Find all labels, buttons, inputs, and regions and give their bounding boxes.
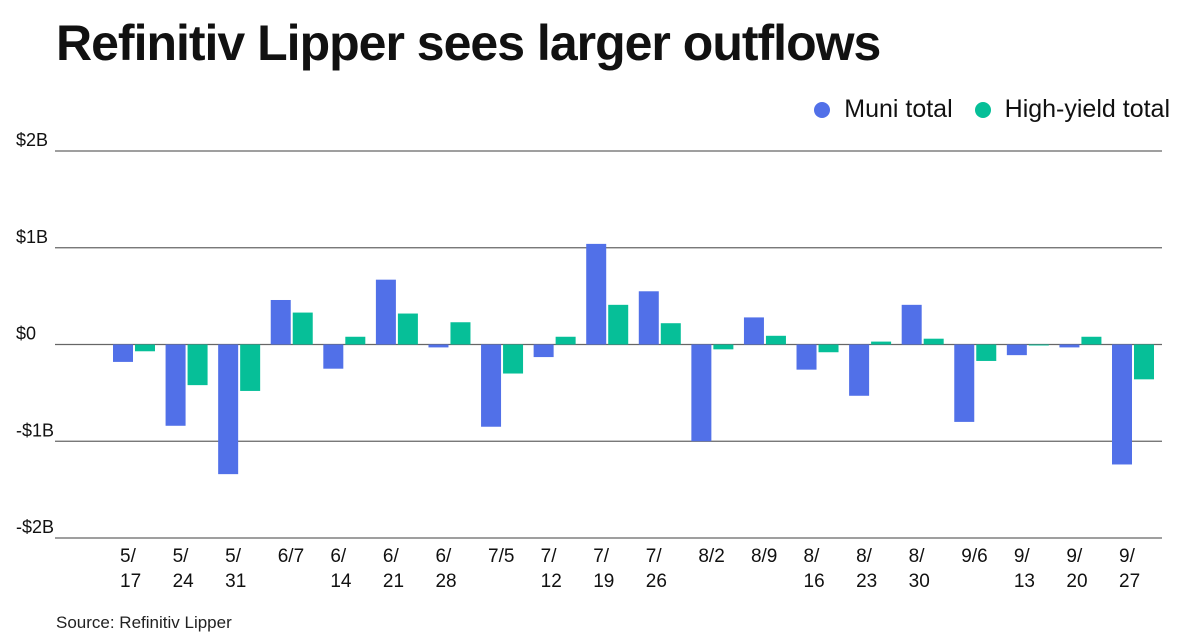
x-tick-label: 7/26: [646, 546, 667, 592]
chart-legend: Muni total High-yield total: [792, 95, 1170, 124]
x-tick-label: 8/16: [804, 546, 825, 592]
bar-muni: [270, 299, 291, 345]
bar-muni: [796, 344, 817, 370]
legend-item-muni: Muni total: [814, 95, 953, 124]
x-tick-label: 8/30: [909, 546, 930, 592]
bar-high-yield: [503, 344, 524, 374]
bars: [113, 243, 1154, 475]
bar-muni: [428, 344, 449, 348]
bar-muni: [533, 344, 554, 358]
x-tick-label: 7/12: [541, 546, 562, 592]
bar-high-yield: [871, 341, 892, 345]
legend-dot-muni-icon: [814, 101, 831, 118]
bar-high-yield: [660, 323, 681, 345]
bar-high-yield: [976, 344, 997, 361]
bar-muni: [901, 304, 922, 345]
legend-label-high-yield: High-yield total: [1004, 95, 1170, 123]
bar-high-yield: [923, 338, 944, 345]
y-tick-label: $0: [16, 324, 36, 344]
bar-muni: [1059, 344, 1080, 348]
x-tick-label: 6/28: [435, 546, 456, 592]
bar-muni: [691, 344, 712, 442]
x-tick-label: 9/13: [1014, 546, 1035, 592]
bar-muni: [218, 344, 239, 475]
bar-high-yield: [1081, 336, 1102, 345]
chart-title: Refinitiv Lipper sees larger outflows: [56, 15, 881, 71]
x-tick-label: 5/17: [120, 546, 141, 592]
legend-label-muni: Muni total: [844, 95, 953, 123]
y-tick-label: $2B: [16, 130, 48, 150]
x-tick-label: 7/5: [488, 546, 514, 567]
y-axis-ticks: $2B $1B $0 -$1B -$2B: [16, 130, 54, 537]
x-tick-label: 6/21: [383, 546, 404, 592]
bar-muni: [375, 279, 396, 345]
source-note: Source: Refinitiv Lipper: [56, 613, 232, 632]
bar-high-yield: [397, 313, 418, 345]
x-tick-label: 6/14: [330, 546, 352, 592]
bar-muni: [849, 344, 870, 396]
x-tick-label: 5/31: [225, 546, 246, 592]
bar-high-yield: [1134, 344, 1154, 380]
bar-high-yield: [713, 344, 734, 350]
bar-muni: [743, 317, 764, 345]
x-tick-label: 8/23: [856, 546, 877, 592]
x-tick-label: 8/2: [698, 546, 724, 567]
bar-high-yield: [450, 322, 471, 345]
bar-high-yield: [135, 344, 155, 352]
legend-item-high-yield: High-yield total: [974, 95, 1170, 124]
bar-muni: [1006, 344, 1027, 356]
bar-muni: [481, 344, 502, 427]
bar-high-yield: [608, 304, 629, 345]
y-tick-label: $1B: [16, 227, 48, 247]
x-tick-label: 5/24: [173, 546, 195, 592]
bar-muni: [586, 243, 607, 345]
bar-muni: [323, 344, 344, 369]
bar-high-yield: [555, 336, 576, 345]
bar-muni: [1112, 344, 1132, 465]
y-tick-label: -$1B: [16, 420, 54, 440]
x-tick-label: 7/19: [593, 546, 614, 592]
bar-high-yield: [292, 312, 313, 345]
x-tick-label: 8/9: [751, 546, 777, 567]
x-axis-ticks: 5/17 5/24 5/31 6/7 6/14 6/21 6/28 7/5 7/12 7/19 7/…: [120, 546, 1140, 592]
y-tick-label: -$2B: [16, 517, 54, 537]
x-tick-label: 6/7: [278, 546, 304, 567]
bar-high-yield: [240, 344, 261, 391]
bar-high-yield: [765, 335, 786, 345]
bar-muni: [165, 344, 186, 426]
bar-muni: [954, 344, 975, 422]
x-tick-label: 9/27: [1119, 546, 1140, 592]
legend-dot-high-yield-icon: [974, 101, 991, 118]
bar-high-yield: [345, 336, 366, 345]
bar-high-yield: [187, 344, 208, 386]
x-tick-label: 9/20: [1066, 546, 1087, 592]
bar-muni: [113, 344, 133, 362]
bar-muni: [638, 291, 659, 345]
bar-high-yield: [1028, 344, 1049, 346]
bar-high-yield: [818, 344, 839, 353]
x-tick-label: 9/6: [961, 546, 987, 567]
